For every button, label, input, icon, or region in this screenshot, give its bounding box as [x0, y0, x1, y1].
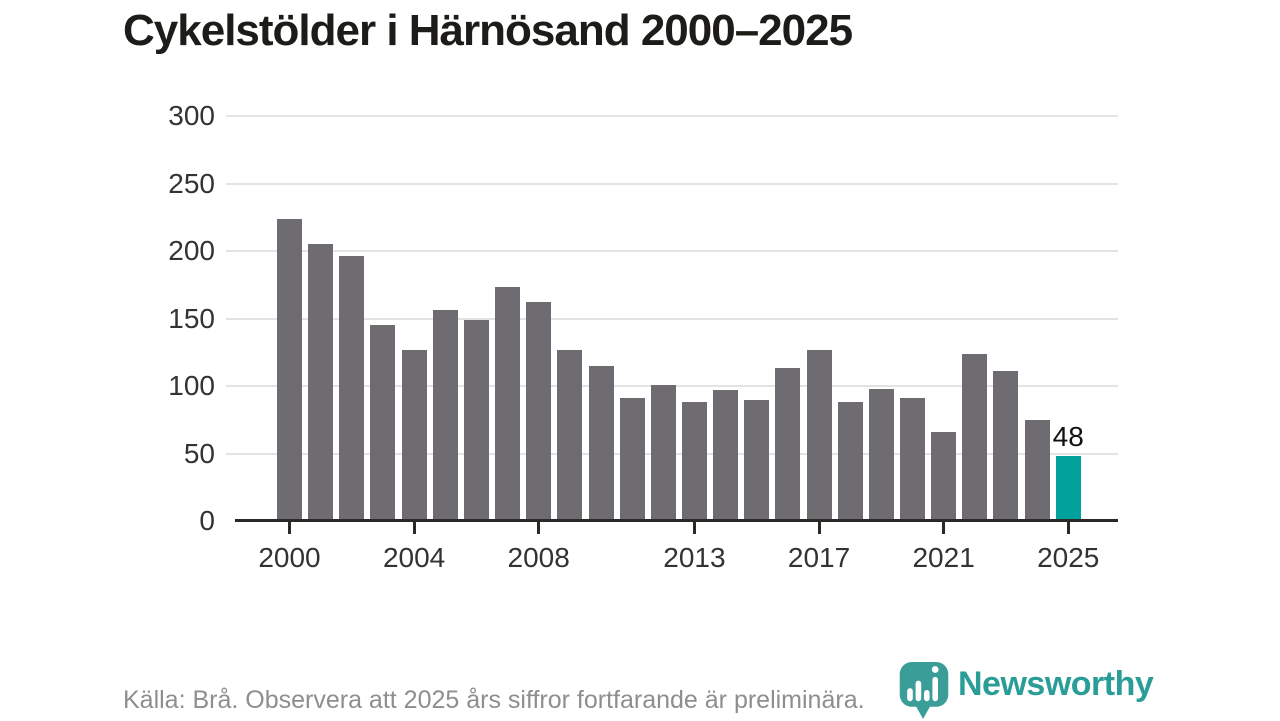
value-label-2025: 48 — [1052, 421, 1084, 453]
bar-2013 — [681, 402, 707, 521]
bar-2004 — [401, 349, 427, 521]
bar-2024 — [1024, 419, 1050, 521]
newsworthy-brand: Newsworthy — [896, 659, 1154, 721]
bar-2021 — [931, 431, 957, 521]
x-axis-tick — [537, 522, 541, 534]
x-axis-label: 2000 — [258, 542, 321, 573]
x-axis-tick — [288, 522, 291, 534]
bar-2020 — [900, 398, 925, 521]
x-axis-tick — [1066, 522, 1070, 534]
gridline — [226, 115, 1118, 117]
bar-2016 — [775, 368, 801, 521]
bar-2022 — [962, 353, 988, 521]
x-axis-line — [235, 519, 1118, 522]
bar-2001 — [308, 244, 334, 521]
bar-2014 — [713, 390, 739, 521]
gridline — [226, 250, 1118, 252]
source-note: Källa: Brå. Observera att 2025 års siffr… — [123, 686, 865, 714]
x-axis-label: 2025 — [1037, 542, 1100, 573]
y-axis-label: 50 — [183, 437, 215, 469]
bar-2006 — [463, 319, 489, 521]
bar-2002 — [339, 256, 365, 521]
y-axis-label: 200 — [168, 235, 215, 266]
y-axis-label: 250 — [168, 167, 215, 199]
bar-2015 — [744, 399, 770, 521]
y-axis-label: 0 — [199, 505, 215, 536]
x-axis-tick — [942, 522, 946, 534]
bar-2008 — [526, 302, 552, 521]
bar-2007 — [495, 287, 521, 521]
bar-2025 — [1055, 456, 1081, 521]
speech-bubble-bar-chart-icon — [899, 662, 949, 719]
bar-2018 — [837, 402, 863, 521]
x-axis-label: 2013 — [663, 542, 726, 573]
x-axis-label: 2008 — [507, 542, 570, 573]
newsworthy-wordmark: Newsworthy — [958, 664, 1154, 703]
bar-2010 — [588, 365, 614, 521]
y-axis-label: 300 — [168, 100, 215, 131]
chart-title: Cykelstölder i Härnösand 2000–2025 — [123, 6, 853, 55]
x-axis-label: 2021 — [912, 542, 975, 573]
x-axis-tick — [817, 522, 821, 534]
bar-2000 — [277, 218, 302, 521]
bar-2005 — [432, 310, 458, 521]
x-axis-label: 2004 — [382, 542, 446, 573]
bar-2012 — [650, 384, 676, 521]
y-axis-label: 150 — [168, 302, 215, 334]
bar-2009 — [557, 349, 583, 521]
bar-2003 — [370, 325, 396, 521]
bar-2017 — [806, 349, 832, 521]
bar-2023 — [993, 371, 1019, 521]
bar-2011 — [619, 398, 645, 521]
y-axis-label: 100 — [168, 370, 215, 401]
x-axis-tick — [412, 522, 416, 534]
gridline — [226, 182, 1118, 185]
x-axis-label: 2017 — [787, 542, 851, 573]
x-axis-tick — [692, 522, 696, 534]
bar-2019 — [868, 388, 894, 521]
gridline — [226, 317, 1118, 320]
